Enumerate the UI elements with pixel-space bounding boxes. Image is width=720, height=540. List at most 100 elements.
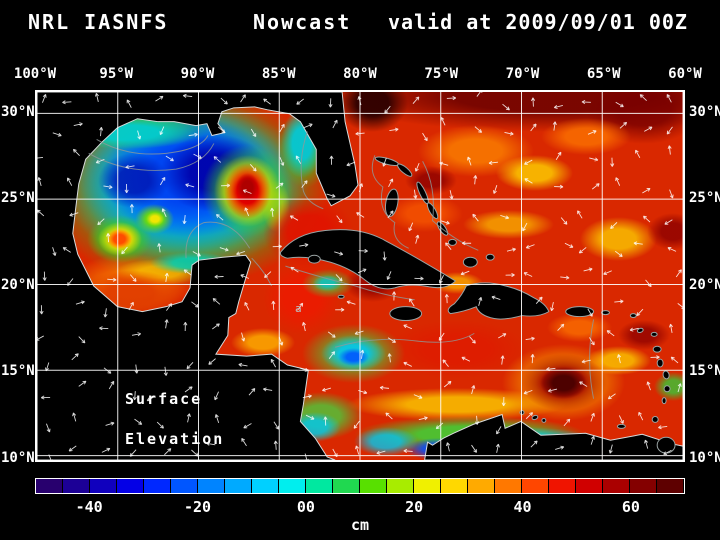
lon-tick-label: 85°W xyxy=(261,66,296,82)
colorbar-cell xyxy=(495,479,522,493)
annotation-surface: Surface xyxy=(125,390,203,408)
field-blob xyxy=(337,92,409,133)
colorbar-cell xyxy=(144,479,171,493)
colorbar-cell xyxy=(657,479,684,493)
bathymetry-contour xyxy=(251,257,272,287)
colorbar-cell xyxy=(441,479,468,493)
land-isla-juventud xyxy=(307,254,321,264)
field-blob xyxy=(405,165,457,196)
land-martinique xyxy=(662,370,670,380)
colorbar-cell xyxy=(360,479,387,493)
colorbar-cell xyxy=(468,479,495,493)
colorbar-cell xyxy=(225,479,252,493)
lat-tick-label-right: 15°N xyxy=(689,363,720,380)
field-blob xyxy=(145,211,164,227)
grid-layer xyxy=(37,92,683,460)
colorbar-cell xyxy=(630,479,657,493)
land-cat-island xyxy=(426,202,439,220)
lat-tick-label-right: 20°N xyxy=(689,276,720,293)
colorbar-cell xyxy=(279,479,306,493)
land-cayman xyxy=(337,294,345,299)
land-antigua xyxy=(650,331,658,337)
land-margarita xyxy=(616,423,626,429)
colorbar-cell xyxy=(198,479,225,493)
lon-tick-label: 95°W xyxy=(99,66,134,82)
lon-tick-label: 65°W xyxy=(586,66,621,82)
land-south-america xyxy=(424,413,683,460)
colorbar-cell xyxy=(576,479,603,493)
land-st-lucia xyxy=(663,385,671,393)
colorbar-cell xyxy=(603,479,630,493)
lat-tick-label-right: 10°N xyxy=(689,449,720,466)
colorbar-cell xyxy=(171,479,198,493)
land-puerto-rico xyxy=(565,306,595,318)
colorbar-tick-label: 20 xyxy=(405,498,424,516)
colorbar-cell xyxy=(90,479,117,493)
lon-tick-label: 90°W xyxy=(180,66,215,82)
lon-tick-label: 80°W xyxy=(343,66,377,82)
colorbar-cell xyxy=(117,479,144,493)
lon-tick-label: 100°W xyxy=(13,66,57,82)
land-turks xyxy=(485,253,495,261)
field-blob xyxy=(547,312,612,343)
land-curacao xyxy=(531,414,539,421)
current-vector-arrows xyxy=(37,92,683,460)
colorbar-cell xyxy=(549,479,576,493)
lon-tick-label: 60°W xyxy=(668,66,702,82)
colorbar-cell xyxy=(414,479,441,493)
field-blob xyxy=(235,172,260,203)
colorbar-cell xyxy=(387,479,414,493)
lat-tick-label-left: 20°N xyxy=(1,276,35,293)
lat-tick-label-right: 25°N xyxy=(689,190,720,207)
bathymetry-contour xyxy=(88,143,215,171)
bathymetry-contour xyxy=(335,332,475,348)
colorbar-cell xyxy=(333,479,360,493)
bathymetry-contour xyxy=(285,265,415,301)
valid-time: valid at 2009/09/01 00Z xyxy=(388,10,688,34)
land-guadeloupe xyxy=(652,345,662,353)
land-jamaica xyxy=(389,306,423,322)
colorbar-tick-label: 40 xyxy=(513,498,532,516)
land-great-inagua xyxy=(462,256,478,268)
land-crooked-island xyxy=(447,238,457,246)
lat-tick-label-right: 30°N xyxy=(689,103,720,120)
lat-tick-label-left: 25°N xyxy=(1,190,35,207)
colorbar-tick-label: 60 xyxy=(621,498,640,516)
land-dominica xyxy=(656,358,664,368)
colorbar xyxy=(35,478,685,494)
map-canvas: Surface Elevation a xyxy=(35,90,685,462)
land-abaco xyxy=(397,163,413,177)
bathymetry-contour xyxy=(185,221,251,259)
land-anguilla xyxy=(629,313,637,319)
field-blob xyxy=(230,327,296,357)
model-name: NRL IASNFS xyxy=(28,10,169,34)
lat-tick-label-left: 15°N xyxy=(1,363,35,380)
field-blob xyxy=(313,275,342,292)
colorbar-cell xyxy=(306,479,333,493)
colorbar-tick-label: -40 xyxy=(75,498,103,516)
product-name: Nowcast xyxy=(253,10,352,34)
bathymetry-contour xyxy=(96,135,209,155)
bathymetry-contour xyxy=(300,131,324,210)
field-blob xyxy=(618,320,671,350)
lat-tick-label-left: 10°N xyxy=(1,449,35,466)
colorbar-unit-label: cm xyxy=(350,516,370,534)
field-blob xyxy=(107,229,132,250)
field-blob xyxy=(647,213,683,251)
colorbar-cell xyxy=(36,479,63,493)
field-blob xyxy=(463,209,554,240)
lon-tick-label: 75°W xyxy=(424,66,459,82)
contour-label: a xyxy=(295,302,302,315)
land-st-kitts xyxy=(636,327,644,334)
arrow-layer xyxy=(37,92,683,460)
colorbar-tick-label: 00 xyxy=(296,498,315,516)
land-aruba xyxy=(519,410,525,415)
land-hispaniola xyxy=(447,282,550,320)
land-bonaire xyxy=(541,417,547,423)
land-grenada xyxy=(651,415,659,423)
lat-tick-label-left: 30°N xyxy=(1,103,35,120)
bathymetry-contour xyxy=(589,319,595,399)
lon-tick-label: 70°W xyxy=(505,66,540,82)
colorbar-cell xyxy=(63,479,90,493)
